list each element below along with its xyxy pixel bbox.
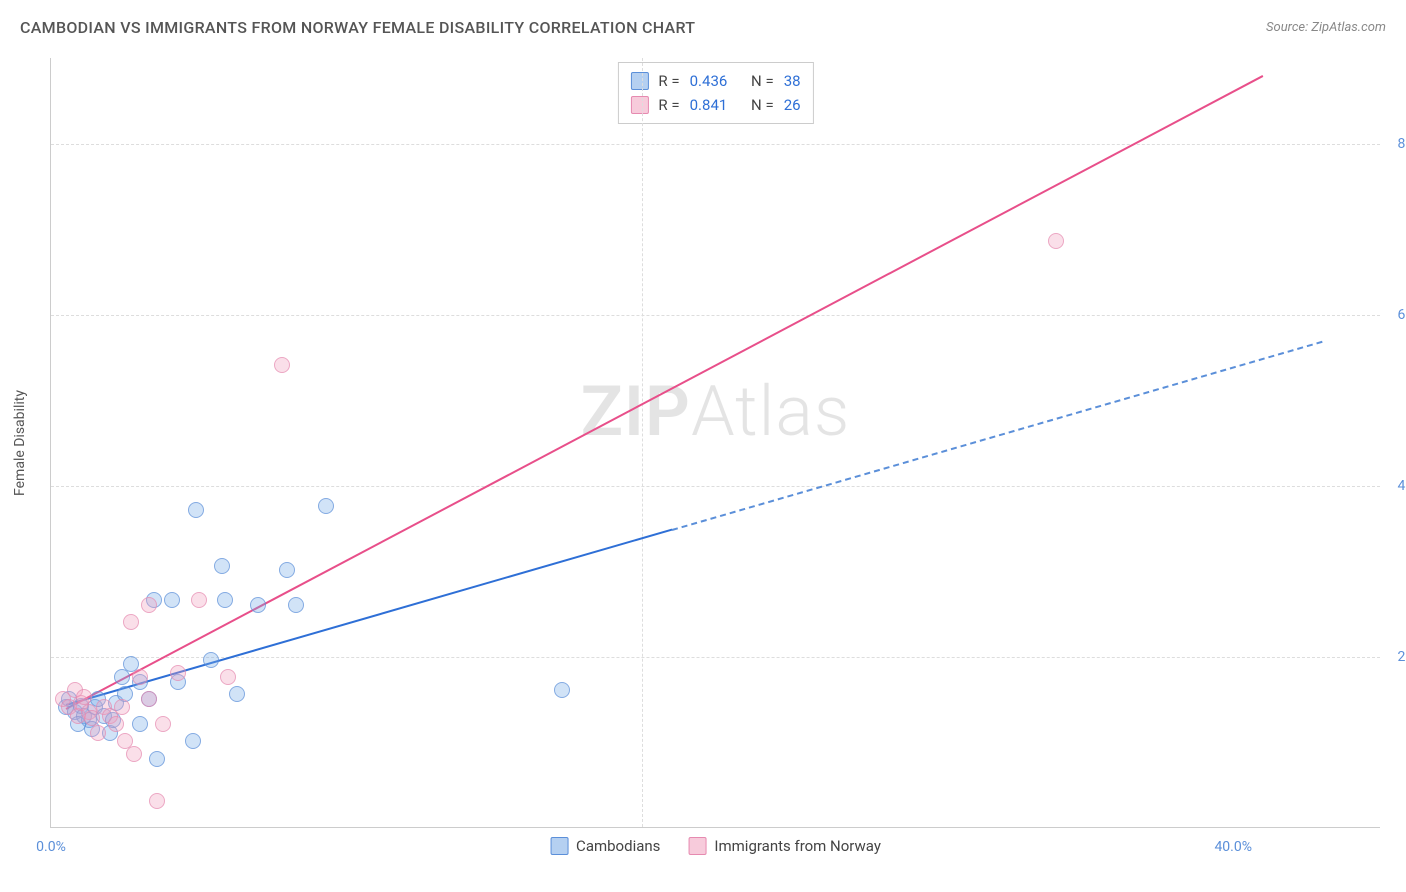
gridline-horizontal — [51, 144, 1380, 145]
gridline-vertical — [642, 58, 643, 827]
scatter-point — [250, 597, 266, 613]
legend-item: Cambodians — [550, 837, 660, 855]
legend-swatch-pink — [630, 96, 648, 114]
legend-swatch-blue — [550, 837, 568, 855]
gridline-horizontal — [51, 315, 1380, 316]
scatter-point — [114, 699, 130, 715]
scatter-point — [90, 725, 106, 741]
source-label: Source: ZipAtlas.com — [1266, 20, 1386, 35]
scatter-point — [220, 669, 236, 685]
trend-line — [65, 529, 671, 706]
y-tick-label: 60.0% — [1397, 307, 1406, 323]
x-tick-label: 40.0% — [1214, 839, 1252, 855]
scatter-point — [203, 652, 219, 668]
y-tick-label: 40.0% — [1397, 478, 1406, 494]
scatter-point — [170, 665, 186, 681]
gridline-horizontal — [51, 486, 1380, 487]
legend-stats: R = 0.436 N = 38 R = 0.841 N = 26 — [617, 62, 813, 124]
scatter-point — [108, 716, 124, 732]
scatter-point — [185, 733, 201, 749]
legend-item: Immigrants from Norway — [688, 837, 881, 855]
scatter-point — [155, 716, 171, 732]
x-tick-label: 0.0% — [36, 839, 66, 855]
scatter-point — [318, 498, 334, 514]
scatter-point — [279, 562, 295, 578]
y-tick-label: 20.0% — [1397, 649, 1406, 665]
scatter-point — [123, 614, 139, 630]
chart-area: Female Disability ZIPAtlas R = 0.436 N =… — [50, 58, 1380, 828]
trend-line — [65, 75, 1263, 710]
header: CAMBODIAN VS IMMIGRANTS FROM NORWAY FEMA… — [20, 18, 1386, 37]
legend-stats-row: R = 0.436 N = 38 — [630, 69, 800, 93]
watermark: ZIPAtlas — [581, 371, 851, 453]
legend-stats-row: R = 0.841 N = 26 — [630, 93, 800, 117]
scatter-point — [217, 592, 233, 608]
scatter-point — [188, 502, 204, 518]
scatter-point — [141, 597, 157, 613]
scatter-point — [141, 691, 157, 707]
scatter-point — [214, 558, 230, 574]
gridline-horizontal — [51, 657, 1380, 658]
legend-series: Cambodians Immigrants from Norway — [550, 837, 881, 855]
scatter-point — [554, 682, 570, 698]
scatter-point — [229, 686, 245, 702]
scatter-point — [274, 357, 290, 373]
trend-line — [671, 340, 1322, 530]
scatter-point — [132, 669, 148, 685]
scatter-point — [164, 592, 180, 608]
scatter-point — [191, 592, 207, 608]
scatter-point — [132, 716, 148, 732]
scatter-point — [149, 751, 165, 767]
chart-title: CAMBODIAN VS IMMIGRANTS FROM NORWAY FEMA… — [20, 18, 695, 37]
legend-swatch-blue — [630, 72, 648, 90]
scatter-point — [288, 597, 304, 613]
scatter-point — [126, 746, 142, 762]
plot-region: ZIPAtlas R = 0.436 N = 38 R = 0.841 N = … — [50, 58, 1380, 828]
legend-swatch-pink — [688, 837, 706, 855]
y-axis-label: Female Disability — [12, 390, 28, 496]
scatter-point — [149, 793, 165, 809]
scatter-point — [1048, 233, 1064, 249]
y-tick-label: 80.0% — [1397, 136, 1406, 152]
